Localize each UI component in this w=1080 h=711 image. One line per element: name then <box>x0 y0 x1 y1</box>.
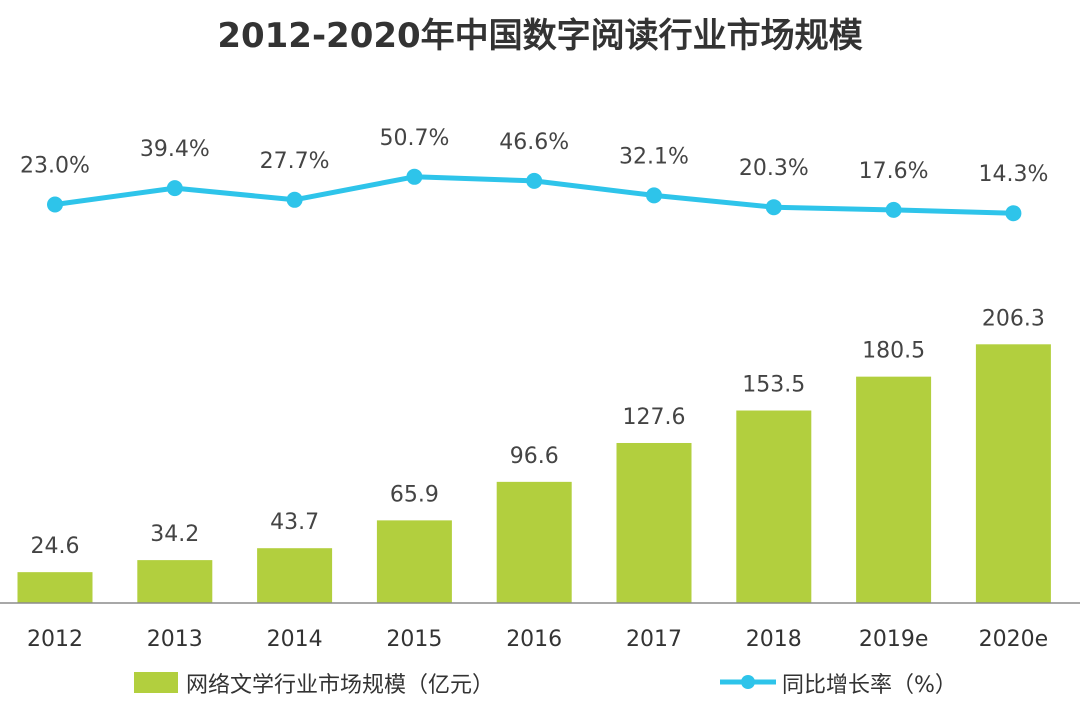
bar <box>736 410 812 603</box>
bar-value-label: 65.9 <box>390 482 439 507</box>
chart-title: 2012-2020年中国数字阅读行业市场规模 <box>217 16 862 56</box>
bar <box>376 520 452 603</box>
x-tick-label: 2020e <box>979 627 1049 652</box>
bar-value-label: 43.7 <box>270 510 319 535</box>
bar <box>975 344 1051 603</box>
growth-rate-point <box>1005 205 1022 222</box>
x-tick-label: 2017 <box>626 627 682 652</box>
growth-rate-label: 50.7% <box>379 126 449 151</box>
x-tick-labels-group: 2012 2013 2014 2015 2016 2017 2018 2019e 2020e <box>27 627 1048 652</box>
legend-line-label: 同比增长率（%） <box>782 673 957 698</box>
bar <box>137 560 213 603</box>
growth-rate-point <box>885 201 902 218</box>
bar <box>496 481 572 603</box>
growth-rate-label: 39.4% <box>140 137 210 162</box>
line-labels-group: 23.0% 39.4% 27.7% 50.7% 46.6% 32.1% 20.3% 17.6%… <box>20 126 1048 187</box>
bar-value-label: 206.3 <box>982 306 1045 331</box>
growth-rate-label: 32.1% <box>619 144 689 169</box>
bars-group <box>17 344 1051 603</box>
bar <box>257 548 333 603</box>
growth-rate-point <box>526 172 543 189</box>
bar-labels-group: 24.6 34.2 43.7 65.9 96.6 127.6 153.5 180.5 206.3 <box>31 306 1045 559</box>
growth-rate-point <box>765 199 782 216</box>
legend-bar-swatch <box>134 672 178 693</box>
growth-rate-label: 17.6% <box>859 159 929 184</box>
bar <box>856 376 932 603</box>
growth-rate-point <box>166 180 183 197</box>
bar-value-label: 180.5 <box>862 339 925 364</box>
growth-rate-label: 46.6% <box>499 130 569 155</box>
bar-value-label: 96.6 <box>510 444 559 469</box>
growth-rate-label: 20.3% <box>739 156 809 181</box>
x-tick-label: 2018 <box>746 627 802 652</box>
x-tick-label: 2014 <box>267 627 323 652</box>
legend-line-marker <box>741 675 755 689</box>
x-tick-label: 2019e <box>859 627 929 652</box>
growth-rate-point <box>406 168 423 185</box>
x-tick-label: 2016 <box>506 627 562 652</box>
legend: 网络文学行业市场规模（亿元） 同比增长率（%） <box>134 672 957 698</box>
bar <box>17 572 93 603</box>
growth-rate-label: 27.7% <box>260 149 330 174</box>
growth-rate-point <box>47 196 63 213</box>
growth-rate-point <box>286 191 303 208</box>
growth-rate-label: 14.3% <box>978 162 1048 187</box>
bar-value-label: 34.2 <box>150 522 199 547</box>
x-tick-label: 2012 <box>27 627 83 652</box>
growth-rate-point <box>646 187 662 204</box>
x-tick-label: 2013 <box>147 627 203 652</box>
bar <box>616 442 692 603</box>
bar-value-label: 153.5 <box>742 373 805 398</box>
bar-value-label: 127.6 <box>623 405 686 430</box>
x-tick-label: 2015 <box>386 627 442 652</box>
bar-value-label: 24.6 <box>31 534 80 559</box>
legend-bar-label: 网络文学行业市场规模（亿元） <box>186 673 494 698</box>
line-series-group <box>47 168 1022 222</box>
growth-rate-label: 23.0% <box>20 154 90 179</box>
